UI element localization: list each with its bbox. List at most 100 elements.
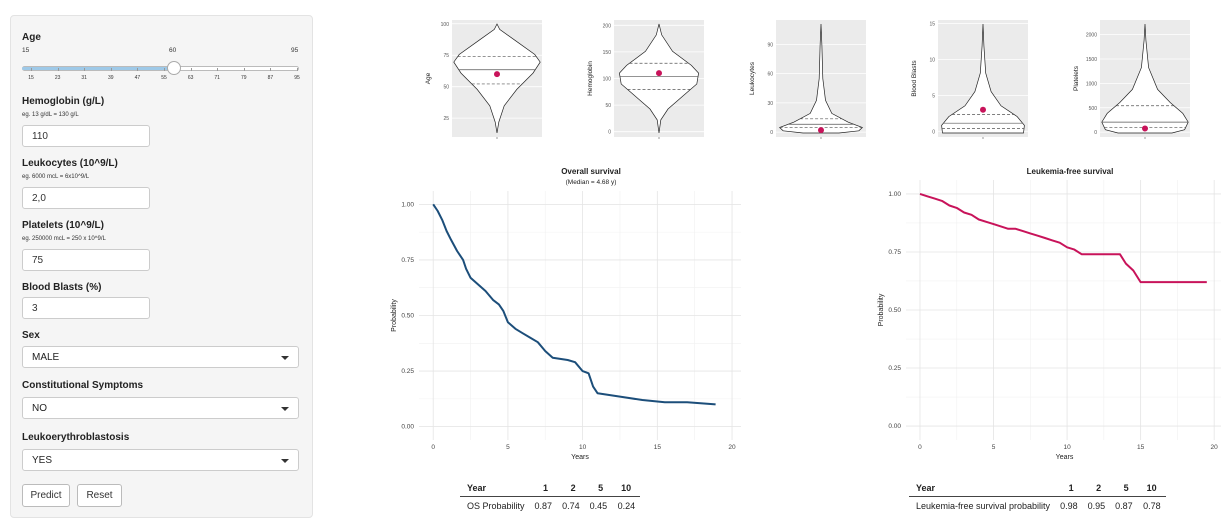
lfs-chart: 0 5 10 15 20 0.00 0.25 0.50 0.75 1.00 Years Probabi… [878,180,1221,461]
os-chart: 0 5 10 15 20 0.00 0.25 0.50 0.75 1.00 Years Probabi… [391,191,741,461]
y-tick-label: 0.00 [888,423,901,430]
blasts-label: Blood Blasts (%) [22,282,102,293]
table-cell: Leukemia-free survival probability [916,501,1051,511]
table-cell: 0.87 [1115,501,1133,511]
survival-curve [432,203,716,406]
y-tick-label: 1.00 [401,201,414,208]
blasts-input[interactable] [22,297,150,319]
table-cell: 0.78 [1143,501,1161,511]
y-axis-label: Age [425,72,432,84]
table-cell: 0.98 [1060,501,1078,511]
patient-point [494,71,500,78]
x-tick-label: 5 [506,444,510,451]
predict-button[interactable]: Predict [22,484,70,507]
slider-tick-label: 63 [187,75,194,81]
table-cell: OS Probability [467,501,525,511]
violin-plot: 25 50 75 100 Age [425,20,542,139]
y-tick-label: 0 [1094,130,1097,136]
y-axis-label: Blood Blasts [911,60,918,97]
y-tick-label: 30 [767,101,773,107]
y-tick-label: 500 [1089,106,1098,112]
y-tick-label: 0.25 [401,368,414,375]
leukocytes-help: eg. 6000 mcL = 6x10^9/L [22,174,90,180]
y-axis-label: Leukocytes [749,61,756,95]
platelets-label: Platelets (10^9/L) [22,220,104,231]
patient-point [818,127,824,134]
os-chart-subtitle: (Median = 4.68 y) [565,179,617,186]
table-cell: 0.24 [617,501,636,511]
chevron-down-icon [281,459,289,463]
age-slider-handle[interactable] [167,61,181,75]
slider-tick-label: 15 [28,75,34,81]
table-row: Leukemia-free survival probability 0.98 0.… [909,497,1166,514]
y-tick-label: 10 [929,57,935,63]
violin-plot: 0 50 100 150 200 Hemoglobin [587,20,704,139]
lfs-chart-title: Leukemia-free survival [1026,167,1114,176]
reset-button[interactable]: Reset [77,484,122,507]
age-value-label: 60 [169,47,177,54]
y-tick-label: 5 [932,93,935,99]
y-tick-label: 100 [441,22,450,28]
slider-tick-mark [190,68,192,71]
table-header-cell: Year [460,480,530,497]
slider-tick-mark [31,68,32,71]
slider-tick-mark [297,68,298,71]
age-min-label: 15 [22,47,30,54]
leukocytes-label: Leukocytes (10^9/L) [22,158,118,169]
y-tick-label: 0.50 [888,307,901,314]
sex-select[interactable]: MALE [22,346,299,368]
y-tick-label: 1.00 [888,191,901,198]
lfs-table-header: Year 1 2 5 10 [909,480,1166,497]
lfs-table: Year 1 2 5 10 Leukemia-free survival probabi… [909,480,1166,513]
violin-shape [453,23,541,134]
sex-select-value: MALE [32,352,60,363]
chevron-down-icon [281,407,289,411]
y-tick-label: 0.50 [401,313,414,320]
symptoms-select[interactable]: NO [22,397,299,419]
y-tick-label: 0 [932,129,935,135]
violin-plot: 0 30 60 90 Leukocytes [749,20,866,139]
x-tick-label: 10 [579,444,587,451]
y-tick-label: 90 [767,42,773,48]
patient-point [656,70,662,77]
leukoerythroblastosis-select[interactable]: YES [22,449,299,471]
slider-tick-label: 95 [294,75,300,81]
violin-plot: 0 5 10 15 Blood Blasts [911,20,1028,139]
table-cell: 0.87 [534,501,553,511]
y-axis-label: Probability [391,299,398,332]
symptoms-select-value: NO [32,403,47,414]
y-axis-label: Hemoglobin [587,61,594,96]
slider-tick-label: 47 [134,75,141,81]
leukocytes-input[interactable] [22,187,150,209]
table-header-cell: 1 [529,480,558,497]
table-header-cell: 2 [1082,480,1111,497]
table-header-cell: 5 [1110,480,1138,497]
y-axis-label: Probability [878,293,885,326]
slider-tick-label: 79 [241,75,247,81]
table-row: OS Probability 0.87 0.74 0.45 0.24 [460,497,640,514]
platelets-input[interactable] [22,249,150,271]
x-tick-label: 20 [1211,444,1219,451]
slider-tick-mark [243,68,245,71]
slider-tick-label: 55 [161,75,167,81]
slider-tick-label: 87 [267,75,274,81]
x-axis-label: Years [571,454,589,461]
violin-shape [619,23,699,134]
hemoglobin-input[interactable] [22,125,150,147]
sex-label: Sex [22,330,40,341]
x-tick-label: 5 [992,444,996,451]
survival-curve [919,192,1207,284]
y-tick-label: 75 [443,53,449,59]
x-tick-label: 0 [431,444,435,451]
x-tick-label: 15 [654,444,662,451]
os-table-header: Year 1 2 5 10 [460,480,641,497]
x-tick-label: 15 [1137,444,1145,451]
table-header-cell: 10 [1137,480,1166,497]
y-tick-label: 0 [770,130,773,136]
age-slider[interactable] [22,61,299,76]
slider-tick-label: 31 [81,75,87,81]
table-cell: 0.45 [589,501,608,511]
chevron-down-icon [281,356,289,360]
slider-tick-mark [137,68,139,71]
y-tick-label: 25 [443,116,449,122]
